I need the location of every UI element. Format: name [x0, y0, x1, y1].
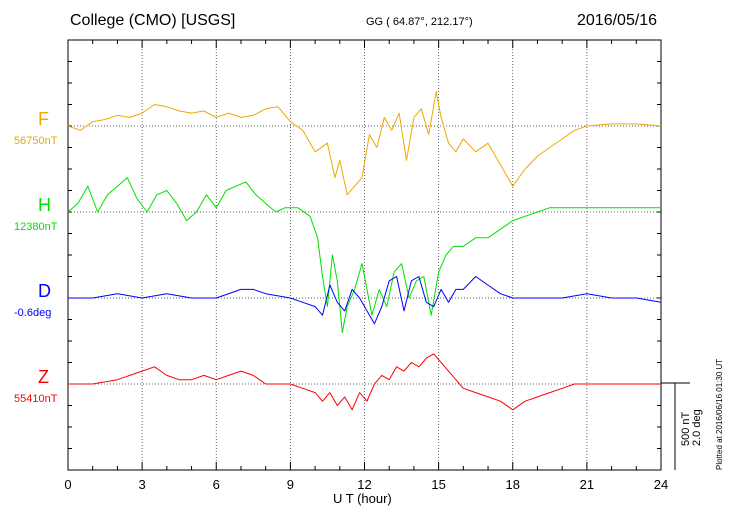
- station-coordinates: GG ( 64.87°, 212.17°): [366, 16, 473, 28]
- series-line-F: [67, 91, 662, 196]
- x-tick-label-9: 9: [287, 477, 294, 492]
- chart-date: 2016/05/16: [577, 12, 658, 29]
- component-baseline-H: 12380nT: [14, 221, 58, 233]
- series-line-D: [68, 276, 662, 325]
- x-axis-ticks: 0 3 6 9 12 15 18 21 24: [64, 40, 668, 492]
- series-lines: [67, 91, 662, 411]
- component-label-H: H: [38, 195, 51, 215]
- x-tick-label-18: 18: [506, 477, 520, 492]
- x-tick-label-21: 21: [580, 477, 594, 492]
- x-axis-label: U T (hour): [333, 491, 392, 506]
- component-baseline-Z: 55410nT: [14, 393, 58, 405]
- x-tick-label-3: 3: [139, 477, 146, 492]
- chart-title: College (CMO) [USGS]: [70, 12, 236, 29]
- series-line-Z: [68, 353, 661, 411]
- scale-bar-label: 500 nT 2.0 deg: [680, 409, 703, 446]
- component-label-F: F: [38, 109, 49, 129]
- component-label-Z: Z: [38, 367, 49, 387]
- component-baseline-F: 56750nT: [14, 135, 58, 147]
- x-tick-label-15: 15: [431, 477, 445, 492]
- component-label-D: D: [38, 281, 51, 301]
- series-line-H: [67, 177, 661, 333]
- x-tick-label-0: 0: [64, 477, 71, 492]
- x-tick-label-6: 6: [213, 477, 220, 492]
- x-tick-label-12: 12: [357, 477, 371, 492]
- x-tick-label-24: 24: [654, 477, 668, 492]
- scale-bar-label-deg: 2.0 deg: [691, 409, 703, 446]
- scale-bar: [661, 382, 690, 470]
- plotted-at-label: Plotted at 2016/06/16 01:30 UT: [715, 358, 724, 470]
- component-baseline-D: -0.6deg: [14, 307, 52, 319]
- grid-lines: [141, 40, 588, 470]
